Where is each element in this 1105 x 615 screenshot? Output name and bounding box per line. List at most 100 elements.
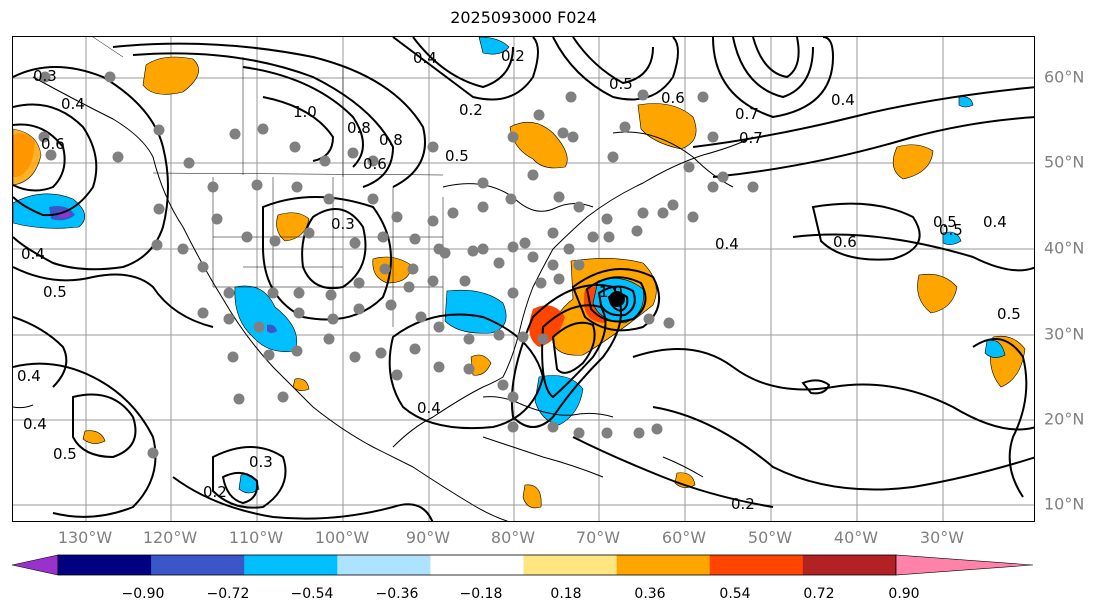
lon-label: 80°W <box>490 528 536 547</box>
station-dot <box>519 237 531 249</box>
colorbar-frame <box>57 554 897 576</box>
station-dot <box>433 361 445 373</box>
colorbar-tick-label: −0.90 <box>121 586 165 602</box>
contour-label: 0.5 <box>445 147 469 165</box>
station-dot <box>717 171 729 183</box>
station-dot <box>527 251 539 263</box>
station-dot <box>537 333 549 345</box>
station-dot <box>533 109 545 121</box>
map-panel: 0.3 0.4 0.6 0.4 0.5 0.4 0.4 0.5 0.2 0.3 0.2 1.0 0.8 0… <box>12 36 1035 522</box>
lat-label: 20°N <box>1044 409 1085 429</box>
station-dot <box>323 193 335 205</box>
station-dot <box>325 289 337 301</box>
station-dot <box>349 237 361 249</box>
station-dot <box>353 277 365 289</box>
contour-label: 0.5 <box>43 283 67 301</box>
station-dot <box>467 245 479 257</box>
station-dot <box>587 231 599 243</box>
station-dot <box>507 391 519 403</box>
contour-label: 1.0 <box>599 283 623 301</box>
station-dot <box>563 243 575 255</box>
colorbar-tick-label: −0.18 <box>459 586 503 602</box>
station-dot <box>527 169 539 181</box>
station-dot <box>707 181 719 193</box>
station-dot <box>687 211 699 223</box>
station-dot <box>601 213 613 225</box>
contour-label: 0.2 <box>731 495 755 513</box>
station-dot <box>683 161 695 173</box>
colorbar-tick-label: −0.36 <box>375 586 419 602</box>
station-dot <box>112 151 124 163</box>
lon-label: 120°W <box>142 528 198 547</box>
contour-label: 0.5 <box>609 75 633 93</box>
colorbar-tick-label: 0.18 <box>550 586 582 602</box>
colorbar <box>11 554 1034 576</box>
colorbar-tick-label: −0.54 <box>290 586 334 602</box>
station-dot <box>553 191 565 203</box>
lat-label: 60°N <box>1044 67 1085 87</box>
colorbar-segment <box>430 555 524 575</box>
station-dot <box>747 181 759 193</box>
lat-label: 30°N <box>1044 324 1085 344</box>
station-dot <box>573 259 585 271</box>
station-dot <box>409 233 421 245</box>
plot-title: 2025093000 F024 <box>450 8 597 27</box>
station-dot <box>663 317 675 329</box>
colorbar-segment <box>802 555 897 575</box>
station-dot <box>347 147 359 159</box>
station-dot <box>291 345 303 357</box>
lon-label: 110°W <box>228 528 284 547</box>
coastlines <box>13 76 754 521</box>
station-dot <box>637 89 649 101</box>
station-dot <box>459 275 471 287</box>
station-dot <box>657 207 669 219</box>
colorbar-extend-min <box>11 554 59 576</box>
contour-label: 0.5 <box>939 221 963 239</box>
station-dot <box>263 349 275 361</box>
station-dot <box>553 273 565 285</box>
contour-label: 0.4 <box>61 95 85 113</box>
contour-label: 0.2 <box>203 483 227 501</box>
station-dot <box>38 131 50 143</box>
contour-label: 1.0 <box>293 103 317 121</box>
station-dot <box>293 287 305 299</box>
storm-center-marker <box>609 291 625 307</box>
station-dot <box>251 179 263 191</box>
colorbar-segment <box>58 555 152 575</box>
station-dot <box>291 181 303 193</box>
station-dot <box>241 231 253 243</box>
lon-label: 70°W <box>575 528 621 547</box>
station-dot <box>323 333 335 345</box>
station-dot <box>535 277 547 289</box>
station-dot <box>447 207 459 219</box>
lat-label: 40°N <box>1044 238 1085 258</box>
station-dot <box>403 281 415 293</box>
station-dot <box>177 243 189 255</box>
station-dot <box>104 71 116 83</box>
colorbar-segment <box>616 555 711 575</box>
station-dot <box>573 201 585 213</box>
colorbar-segment <box>523 555 618 575</box>
station-dot <box>507 287 519 299</box>
station-dot <box>269 235 281 247</box>
station-dot <box>375 347 387 359</box>
station-dot <box>439 247 451 259</box>
station-dot <box>223 313 235 325</box>
lon-label: 100°W <box>314 528 370 547</box>
station-dot <box>567 131 579 143</box>
station-dot <box>477 201 489 213</box>
contour-labels: 0.30.40.60.40.50.40.40.50.20.30.21.00.80… <box>17 47 1021 513</box>
contour-label: 0.8 <box>347 119 371 137</box>
contour-label: 0.4 <box>17 367 41 385</box>
station-dot <box>147 447 159 459</box>
contours <box>13 37 1034 521</box>
station-dot <box>377 231 389 243</box>
station-dot <box>153 124 165 136</box>
station-dot <box>477 177 489 189</box>
colorbar-extend-max <box>895 554 1034 576</box>
station-dot <box>349 351 361 363</box>
station-dot <box>463 333 475 345</box>
station-dot <box>151 239 163 251</box>
station-dot <box>427 141 439 153</box>
station-dot <box>367 155 379 167</box>
